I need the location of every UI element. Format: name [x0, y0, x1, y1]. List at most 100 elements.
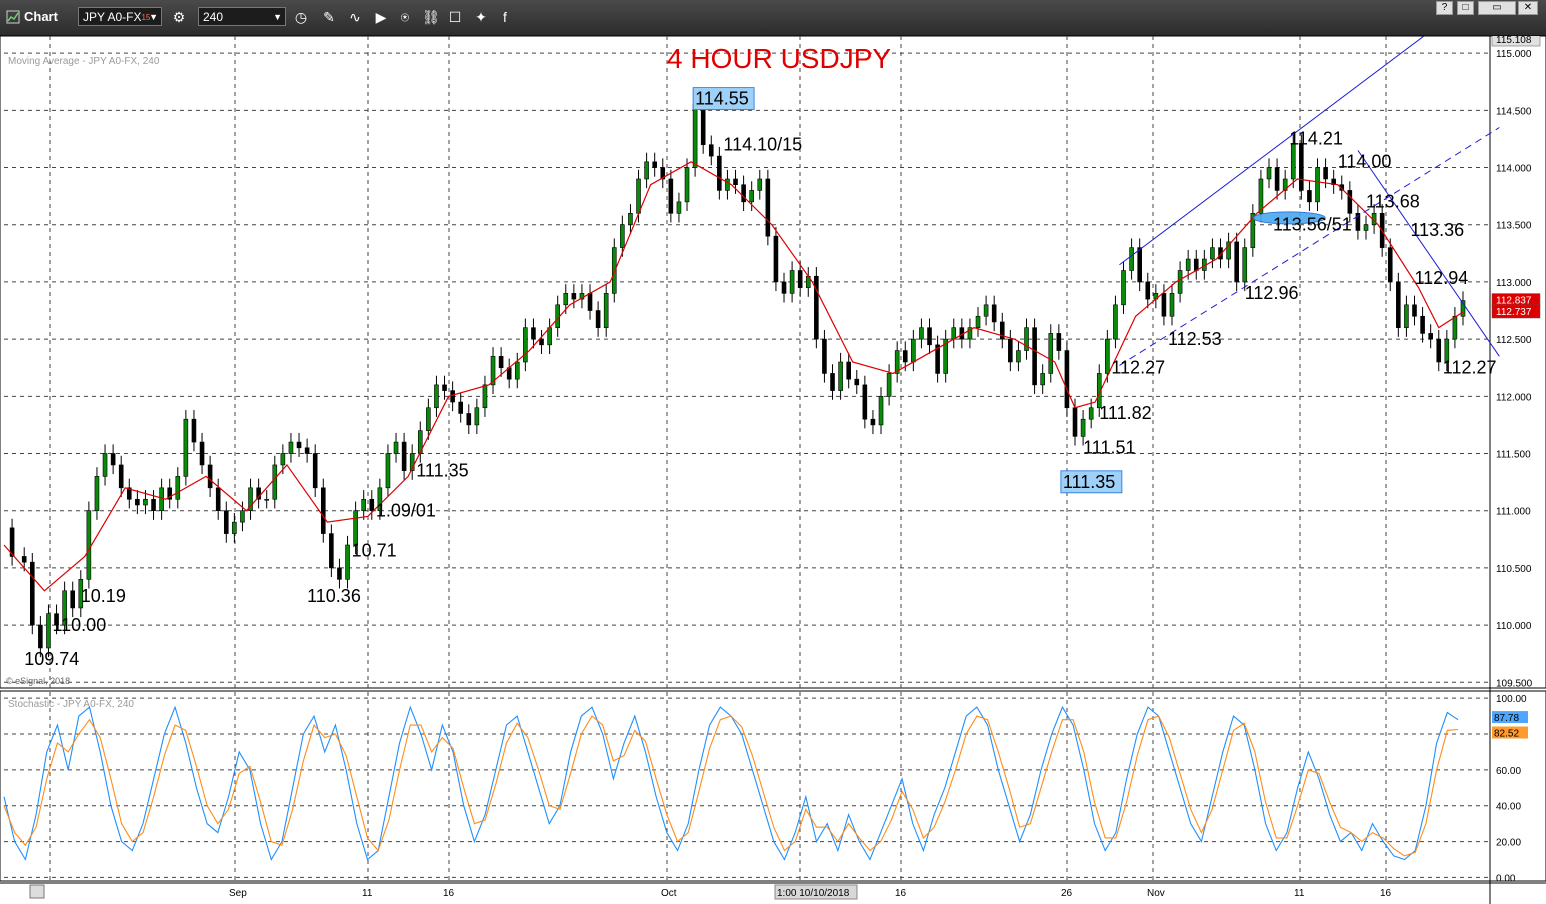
- pencil-icon[interactable]: ✎: [323, 9, 335, 25]
- candle-body: [652, 161, 657, 168]
- candle-body: [191, 418, 197, 443]
- clock-icon[interactable]: ◷: [294, 9, 308, 25]
- candle-body: [1307, 190, 1312, 203]
- candle-body: [1088, 407, 1094, 420]
- candle-body: [1242, 247, 1248, 283]
- down-trend-line: [1357, 150, 1500, 357]
- candle-body: [62, 590, 67, 626]
- price-tag: [1491, 304, 1541, 319]
- candle-body: [1412, 304, 1417, 317]
- price-annotation: 112.96: [1245, 283, 1299, 303]
- link-icon[interactable]: ⛓: [422, 9, 440, 25]
- candle-body: [377, 487, 383, 512]
- dyn-toggle-icon[interactable]: [29, 884, 45, 899]
- candle-body: [741, 184, 746, 203]
- facebook-icon[interactable]: f: [503, 9, 507, 25]
- candle-body: [1226, 241, 1231, 260]
- candle-body: [1210, 247, 1215, 260]
- candle-body: [1266, 167, 1272, 180]
- lower-channel-line: [1119, 127, 1500, 366]
- candle-body: [256, 487, 261, 500]
- alert-icon[interactable]: ⍟: [400, 9, 410, 25]
- help-button[interactable]: ?: [1436, 1, 1453, 15]
- candle-body: [935, 344, 940, 374]
- interval-input[interactable]: 240 ▼: [198, 7, 286, 26]
- candle-body: [1460, 300, 1466, 317]
- candle-body: [9, 527, 15, 557]
- candle-body: [983, 304, 989, 317]
- candle-body: [175, 476, 181, 500]
- x-tick-label: 16: [1380, 888, 1392, 899]
- candle-body: [781, 281, 787, 294]
- y-tick-label: 110.500: [1496, 564, 1532, 575]
- candle-body: [620, 224, 625, 248]
- price-annotation: 110.00: [52, 615, 106, 635]
- candle-body: [1113, 304, 1118, 340]
- candle-body: [329, 533, 334, 569]
- stoch-y-tick-label: 60.00: [1496, 766, 1521, 777]
- candle-body: [458, 401, 463, 414]
- close-button[interactable]: ✕: [1518, 1, 1538, 15]
- candle-body: [1347, 190, 1353, 214]
- candle-body: [1299, 143, 1304, 191]
- candle-body: [1169, 293, 1175, 317]
- candle-body: [426, 407, 431, 431]
- chevron-down-icon[interactable]: ▼: [273, 12, 282, 22]
- price-tag: [1491, 36, 1541, 47]
- candle-body: [393, 441, 399, 454]
- comment-icon[interactable]: ☐: [448, 9, 462, 25]
- candle-body: [288, 441, 294, 454]
- candle-body: [401, 441, 407, 471]
- candle-body: [353, 510, 358, 546]
- candle-body: [482, 384, 488, 409]
- price-annotation: 112.94: [1415, 268, 1469, 288]
- symbol-input[interactable]: JPY A0-FX15 ▼: [78, 7, 162, 26]
- window-title: Chart: [24, 9, 58, 24]
- candle-body: [1315, 167, 1320, 203]
- candle-body: [264, 498, 270, 501]
- price-annotation: 112.27: [1443, 357, 1497, 377]
- candle-body: [1064, 350, 1070, 409]
- y-tick-label: 112.500: [1496, 335, 1532, 346]
- stochastic-panel: [0, 690, 1546, 882]
- candle-body: [708, 144, 714, 157]
- price-annotation: 113.56/51: [1273, 214, 1352, 234]
- price-annotation: 111.35: [1063, 472, 1115, 492]
- price-chart[interactable]: 115.000 114.500 114.000 113.500 113.000 112.5…: [0, 36, 1546, 904]
- candle-body: [660, 167, 666, 180]
- candle-body: [442, 384, 447, 391]
- x-tick-label: Nov: [1147, 888, 1165, 899]
- curve-draw-icon[interactable]: ∿: [349, 9, 361, 25]
- price-annotation: 113.68: [1366, 192, 1420, 212]
- chevron-down-icon[interactable]: ▼: [149, 12, 158, 22]
- candle-body: [272, 464, 278, 500]
- ma-indicator-label: Moving Average - JPY A0-FX, 240: [8, 56, 160, 67]
- x-tick-label: 16: [895, 888, 907, 899]
- settings-gear-icon[interactable]: ⚙: [172, 9, 186, 25]
- price-tag-label: 115.108: [1496, 36, 1532, 46]
- restore-button[interactable]: □: [1457, 1, 1474, 15]
- candle-body: [1161, 293, 1167, 317]
- price-annotation: 112.53: [1168, 329, 1222, 349]
- stoch-tag-label: 87.78: [1494, 713, 1519, 724]
- candle-body: [773, 235, 779, 283]
- candle-body: [240, 510, 245, 523]
- candle-body: [1250, 212, 1256, 248]
- candle-body: [409, 453, 415, 471]
- candle-body: [296, 441, 302, 449]
- candle-body: [167, 487, 173, 500]
- watermark: © eSignal, 2018: [6, 676, 70, 686]
- candle-body: [1436, 338, 1442, 363]
- twitter-icon[interactable]: ✦: [475, 9, 487, 25]
- candle-body: [1323, 167, 1328, 180]
- price-annotation: 10.19: [81, 586, 126, 606]
- play-icon[interactable]: ▶: [375, 9, 387, 25]
- maximize-button[interactable]: ▭: [1478, 1, 1516, 15]
- candle-body: [539, 338, 544, 346]
- candle-body: [1072, 407, 1078, 437]
- y-tick-label: 114.500: [1496, 106, 1532, 117]
- candle-body: [878, 396, 884, 426]
- y-tick-label: 113.000: [1496, 278, 1532, 289]
- candle-body: [46, 613, 51, 649]
- y-tick-label: 112.000: [1496, 392, 1532, 403]
